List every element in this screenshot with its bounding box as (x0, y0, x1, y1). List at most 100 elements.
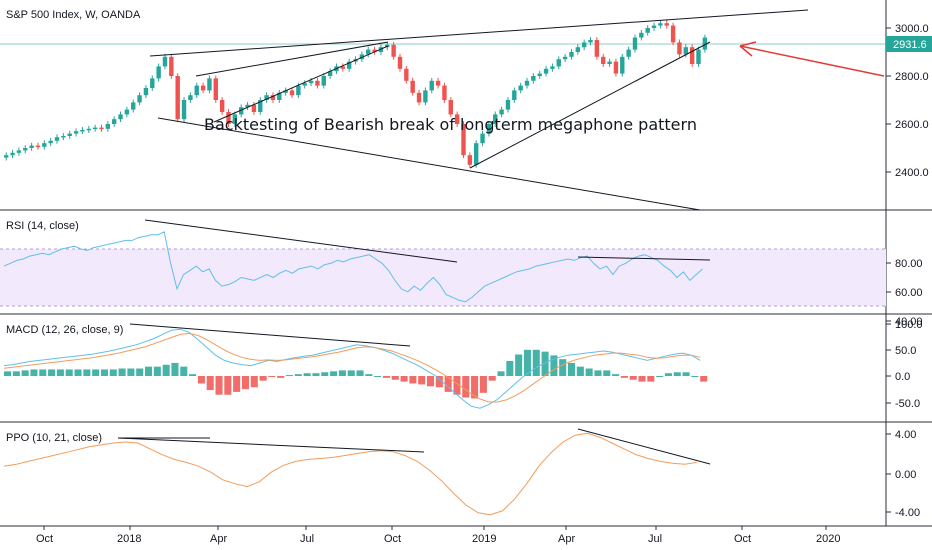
ppo-divergence-line-1 (117, 437, 425, 453)
rsi-divergence-line-1 (144, 219, 458, 263)
macd-tick: 0.0 (895, 371, 910, 383)
macd-histogram-bar (145, 366, 153, 376)
macd-histogram-bar (462, 376, 470, 398)
macd-histogram-bar (400, 376, 408, 382)
macd-divergence-line (129, 323, 411, 347)
macd-histogram-bar (241, 376, 249, 390)
macd-histogram-bar (321, 372, 329, 376)
inner-upper-line (195, 41, 389, 77)
candle-body (289, 90, 295, 96)
candle-body (391, 44, 396, 57)
candle-body (677, 42, 682, 55)
price-tick: 2400.0 (895, 167, 929, 179)
macd-histogram-bar (277, 376, 285, 378)
macd-histogram-bar (391, 376, 399, 380)
macd-histogram-bar (206, 376, 214, 391)
candle-body (632, 37, 638, 50)
macd-histogram-bar (664, 373, 672, 376)
candle-body (575, 47, 581, 52)
macd-histogram-bar (215, 376, 223, 395)
macd-histogram-bar (259, 376, 267, 381)
candle-body (601, 56, 606, 64)
macd-histogram-bar (48, 369, 56, 376)
candle-body (512, 90, 517, 100)
candle-body (200, 85, 206, 91)
candle-body (213, 78, 218, 100)
candle-body (410, 80, 415, 93)
macd-histogram-bar (4, 371, 12, 376)
macd-histogram-bar (497, 371, 505, 376)
candle-body (111, 119, 117, 124)
candle-body (499, 109, 504, 115)
megaphone-lower-line (157, 117, 701, 211)
candle-body (448, 100, 453, 115)
rsi-tick: 40.00 (895, 316, 923, 328)
rsi-tick: 60.00 (895, 287, 923, 299)
candle-body (658, 23, 663, 26)
candle-body (518, 85, 523, 91)
candle-body (562, 56, 568, 60)
macd-histogram-bar (347, 370, 355, 376)
candle-body (550, 66, 555, 69)
macd-histogram-bar (171, 362, 179, 376)
time-label: Oct (734, 533, 751, 545)
macd-histogram-bar (682, 372, 690, 376)
series-layer (3, 20, 708, 516)
candle-body (169, 56, 174, 76)
candle-body (150, 78, 155, 88)
rsi-pane-title: RSI (14, close) (6, 220, 79, 232)
macd-pane-title: MACD (12, 26, close, 9) (6, 324, 123, 336)
trendlines (117, 9, 885, 465)
candle-body (124, 109, 130, 115)
time-label: 2019 (472, 533, 496, 545)
candle-body (67, 133, 72, 136)
candle-body (588, 40, 593, 43)
macd-histogram-bar (312, 373, 320, 376)
macd-histogram-bar (224, 376, 232, 395)
candle-body (54, 137, 60, 141)
time-label: Oct (384, 533, 401, 545)
candle-body (73, 131, 79, 134)
time-label: Jul (648, 533, 662, 545)
candle-body (467, 155, 473, 165)
macd-histogram-bar (136, 368, 144, 376)
macd-histogram-bar (30, 369, 38, 376)
macd-histogram-bar (83, 369, 91, 376)
rsi-band-fill (0, 249, 886, 306)
macd-histogram-bar (638, 376, 646, 382)
candle-body (340, 66, 346, 69)
candle-body (366, 49, 371, 55)
candle-body (397, 56, 403, 69)
macd-histogram-bar (594, 370, 602, 376)
candle-body (181, 100, 187, 120)
candle-body (359, 54, 365, 60)
price-pane-title: S&P 500 Index, W, OANDA (6, 9, 141, 21)
candle-body (626, 49, 631, 57)
candle-body (42, 143, 47, 147)
macd-histogram-bar (585, 368, 593, 376)
candle-body (80, 130, 85, 132)
candle-body (664, 23, 669, 26)
macd-histogram-bar (74, 369, 82, 376)
candle-body (461, 124, 466, 156)
macd-histogram-bar (294, 374, 302, 376)
candle-body (264, 95, 269, 100)
macd-histogram-bar (12, 371, 20, 376)
macd-histogram-bar (268, 376, 276, 377)
candle-body (531, 76, 536, 81)
candle-body (258, 100, 263, 112)
macd-histogram-bar (532, 349, 540, 376)
candle-body (594, 40, 600, 57)
time-label: Apr (210, 533, 227, 545)
macd-histogram-bar (541, 351, 549, 376)
macd-histogram-bar (656, 376, 664, 377)
rsi-line (3, 231, 703, 303)
macd-histogram-bar (576, 366, 584, 376)
time-label: Oct (36, 533, 53, 545)
macd-histogram-bar (286, 375, 294, 377)
macd-histogram-bar (189, 374, 197, 376)
candle-body (543, 68, 549, 74)
last-price-label: 2931.6 (893, 39, 927, 51)
macd-histogram-bar (39, 369, 47, 376)
